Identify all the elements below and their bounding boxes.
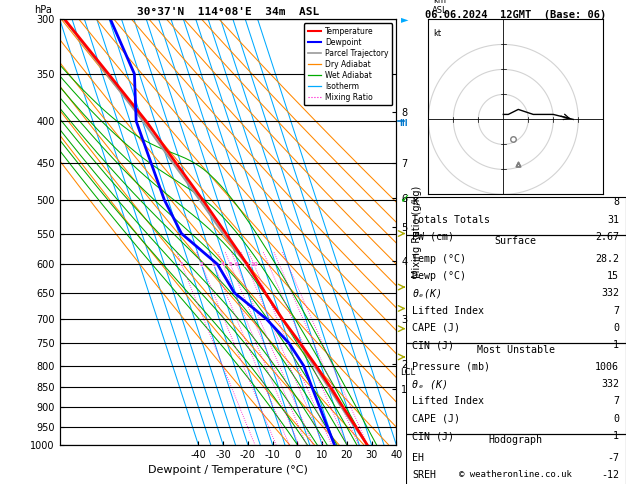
Text: 0: 0 bbox=[613, 323, 619, 333]
Bar bbox=[406, 343, 626, 434]
Text: K: K bbox=[413, 197, 418, 208]
Text: 1: 1 bbox=[613, 340, 619, 350]
Text: km
ASL: km ASL bbox=[432, 0, 448, 15]
Text: 1: 1 bbox=[179, 262, 184, 267]
Text: EH: EH bbox=[413, 453, 425, 463]
Text: θₑ(K): θₑ(K) bbox=[413, 288, 442, 298]
Text: Pressure (mb): Pressure (mb) bbox=[413, 362, 491, 372]
Text: 1006: 1006 bbox=[595, 362, 619, 372]
X-axis label: Dewpoint / Temperature (°C): Dewpoint / Temperature (°C) bbox=[148, 465, 308, 475]
Y-axis label: Mixing Ratio (g/kg): Mixing Ratio (g/kg) bbox=[411, 186, 421, 278]
Text: III: III bbox=[399, 119, 408, 127]
Text: SREH: SREH bbox=[413, 470, 437, 480]
Text: 3: 3 bbox=[212, 262, 216, 267]
Text: -7: -7 bbox=[607, 453, 619, 463]
Text: 2.67: 2.67 bbox=[595, 232, 619, 242]
Text: 5: 5 bbox=[228, 262, 232, 267]
Text: CIN (J): CIN (J) bbox=[413, 340, 454, 350]
Bar bbox=[406, 434, 626, 486]
Bar bbox=[406, 235, 626, 343]
Text: θₑ (K): θₑ (K) bbox=[413, 379, 448, 389]
Text: CAPE (J): CAPE (J) bbox=[413, 414, 460, 424]
Text: ✓: ✓ bbox=[399, 193, 409, 207]
Text: 10: 10 bbox=[250, 262, 258, 267]
Text: PW (cm): PW (cm) bbox=[413, 232, 454, 242]
Text: © weatheronline.co.uk: © weatheronline.co.uk bbox=[459, 470, 572, 479]
Text: kt: kt bbox=[433, 30, 442, 38]
Text: Lifted Index: Lifted Index bbox=[413, 306, 484, 315]
Text: 7: 7 bbox=[613, 397, 619, 406]
Title: 30°37'N  114°08'E  34m  ASL: 30°37'N 114°08'E 34m ASL bbox=[137, 7, 319, 17]
Text: Dewp (°C): Dewp (°C) bbox=[413, 271, 466, 281]
Text: 28.2: 28.2 bbox=[595, 254, 619, 263]
Text: CIN (J): CIN (J) bbox=[413, 431, 454, 441]
Text: 8: 8 bbox=[244, 262, 248, 267]
Text: 4: 4 bbox=[221, 262, 225, 267]
Text: Most Unstable: Most Unstable bbox=[477, 345, 555, 354]
Legend: Temperature, Dewpoint, Parcel Trajectory, Dry Adiabat, Wet Adiabat, Isotherm, Mi: Temperature, Dewpoint, Parcel Trajectory… bbox=[304, 23, 392, 105]
Text: 7: 7 bbox=[613, 306, 619, 315]
Text: 31: 31 bbox=[607, 215, 619, 225]
Text: 15: 15 bbox=[607, 271, 619, 281]
Text: Lifted Index: Lifted Index bbox=[413, 397, 484, 406]
Text: CAPE (J): CAPE (J) bbox=[413, 323, 460, 333]
Text: 332: 332 bbox=[601, 379, 619, 389]
Text: 8: 8 bbox=[613, 197, 619, 208]
Text: 0: 0 bbox=[613, 414, 619, 424]
Text: 332: 332 bbox=[601, 288, 619, 298]
Text: 6: 6 bbox=[235, 262, 238, 267]
Text: 1: 1 bbox=[613, 431, 619, 441]
Text: Surface: Surface bbox=[495, 236, 537, 246]
Bar bbox=[406, 197, 626, 235]
Text: hPa: hPa bbox=[35, 5, 52, 15]
Text: LCL: LCL bbox=[399, 368, 415, 377]
Text: Totals Totals: Totals Totals bbox=[413, 215, 491, 225]
Text: -12: -12 bbox=[601, 470, 619, 480]
Text: Hodograph: Hodograph bbox=[489, 435, 543, 446]
Text: ►: ► bbox=[401, 15, 409, 24]
Text: 2: 2 bbox=[199, 262, 204, 267]
Text: Temp (°C): Temp (°C) bbox=[413, 254, 466, 263]
Text: 06.06.2024  12GMT  (Base: 06): 06.06.2024 12GMT (Base: 06) bbox=[425, 10, 606, 19]
